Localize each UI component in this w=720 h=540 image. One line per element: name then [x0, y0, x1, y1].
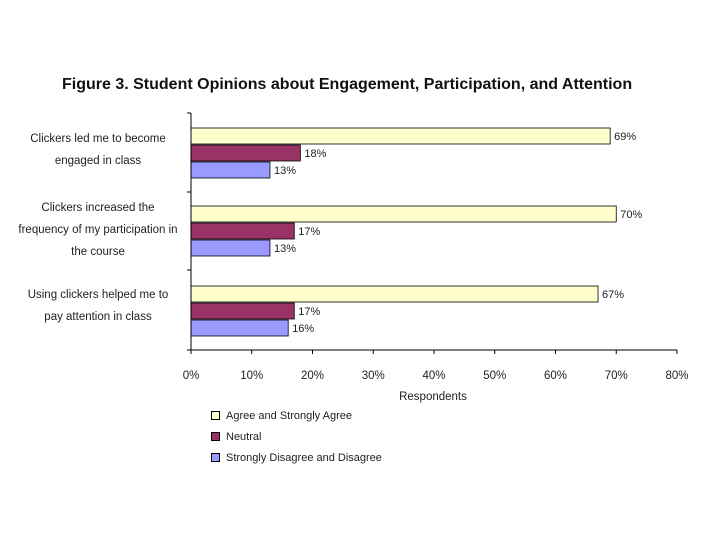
legend-item: Strongly Disagree and Disagree	[211, 447, 382, 468]
legend-label-disagree: Strongly Disagree and Disagree	[226, 451, 382, 464]
x-tick-label: 70%	[605, 370, 628, 382]
data-label: 17%	[298, 306, 320, 318]
x-tick-label: 0%	[183, 370, 200, 382]
x-tick-label: 20%	[301, 370, 324, 382]
category-label-line: the course	[71, 246, 125, 258]
x-tick-label: 10%	[240, 370, 263, 382]
bar	[190, 285, 599, 303]
category-label-line: Clickers led me to become	[30, 133, 166, 145]
legend-label-neutral: Neutral	[226, 430, 262, 443]
x-tick-label: 40%	[422, 370, 445, 382]
legend-item: Agree and Strongly Agree	[211, 405, 382, 426]
data-label: 16%	[292, 323, 314, 335]
legend-swatch-agree	[211, 411, 220, 420]
legend-item: Neutral	[211, 426, 382, 447]
category-label: Clickers led me to become engaged in clas…	[8, 128, 188, 172]
data-label: 13%	[274, 243, 296, 255]
bar	[190, 127, 611, 145]
x-tick-label: 30%	[362, 370, 385, 382]
data-label: 70%	[620, 209, 642, 221]
bar	[190, 302, 295, 320]
data-label: 13%	[274, 165, 296, 177]
legend-swatch-disagree	[211, 453, 220, 462]
category-label-line: Clickers increased the	[41, 202, 155, 214]
category-label-line: pay attention in class	[44, 311, 152, 323]
bar	[190, 239, 271, 257]
category-label-line: Using clickers helped me to	[27, 289, 169, 301]
category-label: Using clickers helped me to pay attention…	[8, 284, 188, 328]
data-label: 17%	[298, 226, 320, 238]
x-axis-label: Respondents	[399, 391, 467, 403]
category-label: Clickers increased the frequency of my pa…	[8, 197, 188, 263]
data-label: 18%	[304, 148, 326, 160]
data-label: 69%	[614, 131, 636, 143]
bar	[190, 319, 289, 337]
category-label-line: frequency of my participation in	[18, 224, 178, 236]
bar	[190, 161, 271, 179]
bar	[190, 144, 301, 162]
bar	[190, 222, 295, 240]
category-label-line: engaged in class	[54, 155, 142, 167]
x-tick-label: 60%	[544, 370, 567, 382]
data-label: 67%	[602, 289, 624, 301]
x-tick-label: 80%	[665, 370, 688, 382]
legend-swatch-neutral	[211, 432, 220, 441]
x-tick-label: 50%	[483, 370, 506, 382]
legend-label-agree: Agree and Strongly Agree	[226, 409, 352, 422]
legend: Agree and Strongly Agree Neutral Strongl…	[211, 405, 382, 468]
chart-title: Figure 3. Student Opinions about Engagem…	[62, 76, 633, 93]
bar	[190, 205, 617, 223]
